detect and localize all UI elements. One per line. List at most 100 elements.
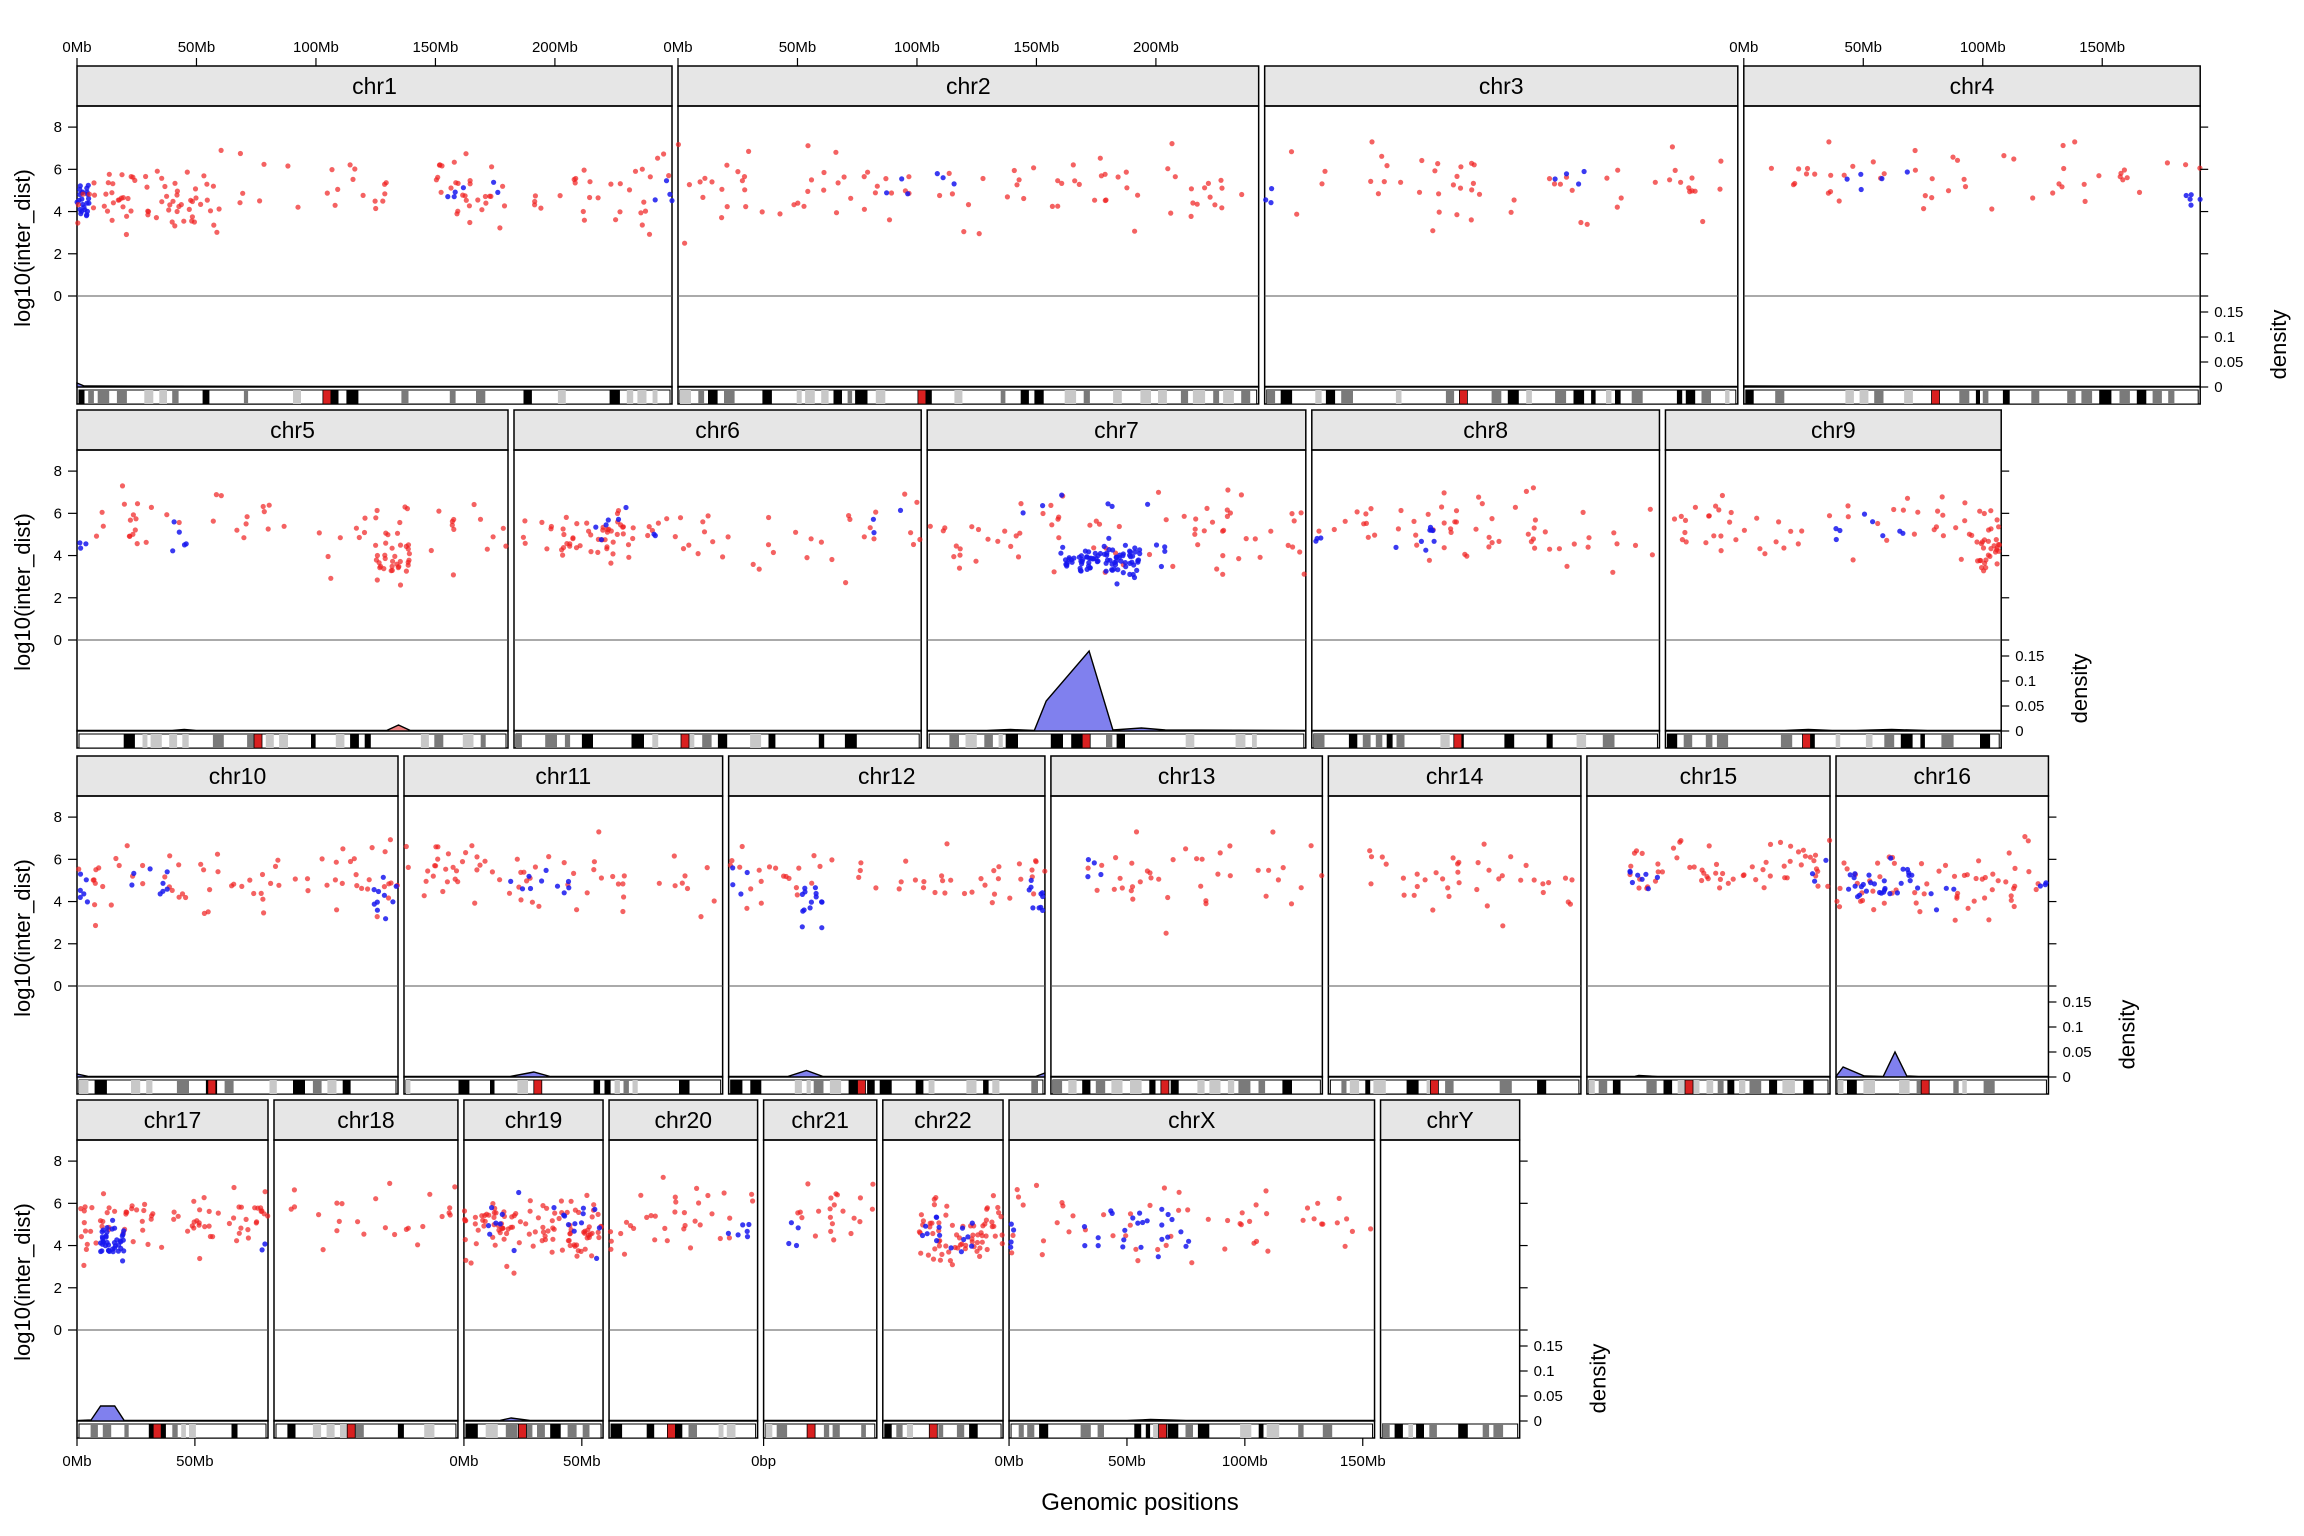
data-point (84, 200, 90, 206)
ideogram-band (992, 1080, 1000, 1094)
data-point (380, 198, 386, 204)
data-point (125, 195, 131, 202)
data-point (261, 161, 267, 167)
ideogram-band (1975, 390, 1980, 404)
data-point (1951, 873, 1958, 879)
data-point (1225, 1217, 1231, 1224)
panel-strip (1311, 409, 1661, 451)
data-point (2121, 167, 2127, 173)
ideogram-band (1082, 1080, 1091, 1094)
data-point (2043, 880, 2049, 886)
data-point (646, 524, 652, 530)
data-point (1586, 535, 1592, 541)
data-point (1165, 166, 1171, 172)
chromosome-ideogram (1837, 1079, 2047, 1095)
ideogram-band (832, 1424, 840, 1438)
data-point (140, 1227, 146, 1233)
panel-title: chr5 (270, 417, 315, 443)
ideogram-band (954, 390, 963, 404)
data-point (983, 1217, 990, 1223)
data-point (595, 1211, 601, 1217)
data-point (1878, 890, 1884, 896)
data-point (1950, 154, 1956, 160)
ideogram-band (1031, 1080, 1038, 1094)
data-point (501, 1236, 507, 1242)
ideogram-band (1052, 1080, 1063, 1094)
data-point (459, 859, 466, 865)
data-point (672, 1209, 678, 1215)
data-point (1086, 560, 1092, 566)
data-point (511, 1247, 517, 1254)
ideogram-band (646, 1424, 655, 1438)
y-axis-label: log10(inter_dist) (10, 859, 35, 1017)
data-point (705, 513, 711, 519)
ideogram-band (915, 1080, 924, 1094)
ideogram-band (604, 1080, 611, 1094)
data-point (214, 851, 221, 857)
data-point (821, 187, 827, 193)
ideogram-band (326, 390, 339, 404)
data-point (1435, 161, 1441, 167)
data-point (374, 914, 380, 920)
data-point (499, 1225, 505, 1231)
ideogram-band (1158, 390, 1167, 404)
data-point (744, 1234, 751, 1240)
y-tick-label: 0 (54, 632, 62, 649)
chromosome-ideogram (765, 1423, 876, 1439)
data-point (923, 1223, 929, 1229)
data-point (1462, 551, 1468, 557)
data-point (352, 166, 358, 172)
data-point (1383, 861, 1389, 867)
ideogram-band (1546, 734, 1553, 748)
data-point (1290, 544, 1296, 550)
ideogram-band (1322, 1424, 1333, 1438)
data-point (1706, 513, 1712, 519)
ideogram-band (593, 1080, 601, 1094)
panel-title: chr6 (695, 417, 740, 443)
data-point (1581, 168, 1587, 175)
data-point (443, 866, 449, 872)
data-point (1423, 547, 1429, 553)
data-point (946, 1249, 952, 1255)
data-point (1952, 917, 1958, 923)
data-point (324, 882, 330, 888)
ideogram-band (293, 390, 301, 404)
data-point (1877, 874, 1883, 880)
data-point (1457, 185, 1464, 191)
centromere (1931, 389, 1940, 405)
data-point (1096, 521, 1103, 527)
data-point (827, 1214, 834, 1220)
data-point (1431, 538, 1437, 544)
ideogram-band (1258, 1424, 1264, 1438)
data-point (788, 1220, 795, 1226)
panel-strip (1379, 1099, 1521, 1141)
data-point (983, 1233, 989, 1239)
data-point (700, 519, 706, 525)
ideogram-band (1298, 1424, 1304, 1438)
data-point (759, 209, 765, 215)
ideogram-band (1959, 390, 1970, 404)
data-point (741, 174, 748, 180)
data-point (717, 1235, 723, 1242)
data-point (110, 181, 116, 187)
data-point (821, 169, 827, 176)
y-tick-label: 2 (54, 1280, 62, 1297)
data-point (946, 170, 952, 176)
ideogram-band (1899, 1080, 1910, 1094)
data-point (682, 240, 688, 246)
data-point (758, 878, 764, 885)
data-point (499, 1211, 505, 1217)
data-point (90, 877, 96, 883)
data-point (291, 1204, 298, 1210)
data-point (692, 1218, 698, 1224)
data-point (1123, 1233, 1129, 1239)
data-point (1962, 518, 1968, 524)
data-point (615, 516, 622, 523)
data-point (1719, 492, 1725, 499)
data-point (1055, 178, 1061, 184)
data-point (1007, 895, 1013, 901)
ideogram-band (1341, 1080, 1347, 1094)
data-point (381, 884, 387, 890)
data-point (1161, 1185, 1167, 1191)
ideogram-band (1845, 390, 1854, 404)
